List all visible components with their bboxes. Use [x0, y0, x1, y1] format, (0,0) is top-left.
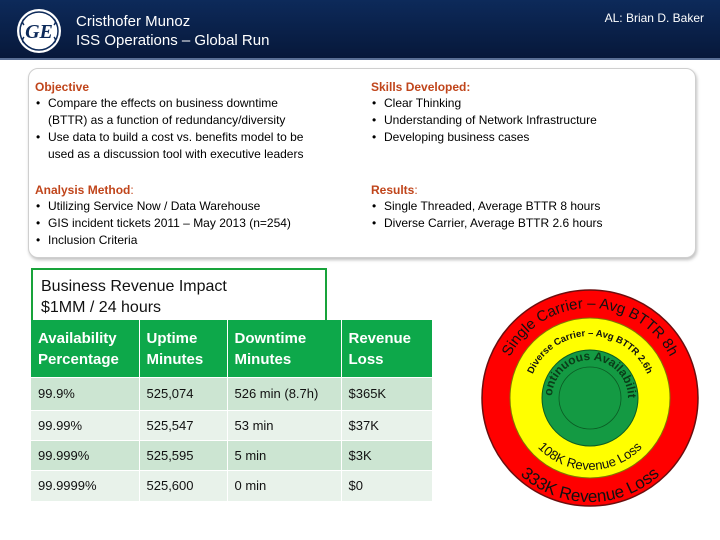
- summary-panel: Objective Compare the effects on busines…: [28, 68, 696, 258]
- table-row: 99.9999% 525,600 0 min $0: [31, 470, 432, 501]
- table-row: 99.999% 525,595 5 min $3K: [31, 440, 432, 470]
- logo-text: GE: [25, 21, 53, 43]
- revenue-impact-title: Business Revenue Impact: [41, 278, 227, 295]
- presenter-name: Cristhofer Munoz: [76, 13, 191, 30]
- cell-downtime: 53 min: [227, 410, 342, 440]
- column-header-uptime: Uptime Minutes: [139, 320, 228, 377]
- analysis-section: Analysis Method: Utilizing Service Now /…: [35, 182, 291, 249]
- cell-revenue: $37K: [341, 410, 432, 440]
- skills-item: Clear Thinking: [371, 95, 597, 112]
- advisor-label: AL: Brian D. Baker: [604, 11, 704, 25]
- revenue-impact-box: Business Revenue Impact $1MM / 24 hours: [31, 268, 327, 324]
- cell-availability: 99.9%: [31, 377, 140, 410]
- analysis-item: Utilizing Service Now / Data Warehouse: [35, 198, 291, 215]
- header-bar: GE Cristhofer Munoz ISS Operations – Glo…: [0, 0, 720, 60]
- objective-item: Use data to build a cost vs. benefits mo…: [35, 129, 303, 163]
- objective-item: Compare the effects on business downtime…: [35, 95, 303, 129]
- cell-uptime: 525,547: [139, 410, 228, 440]
- skills-section: Skills Developed: Clear Thinking Underst…: [371, 79, 597, 146]
- cell-uptime: 525,595: [139, 440, 228, 470]
- results-section: Results: Single Threaded, Average BTTR 8…: [371, 182, 603, 232]
- column-header-downtime: Downtime Minutes: [227, 320, 342, 377]
- column-header-availability: Availability Percentage: [31, 320, 140, 377]
- revenue-impact-rate: $1MM / 24 hours: [41, 299, 162, 316]
- column-header-revenue: Revenue Loss: [341, 320, 432, 377]
- header-title: Cristhofer Munoz ISS Operations – Global…: [76, 12, 269, 50]
- analysis-heading: Analysis Method:: [35, 183, 134, 197]
- analysis-item: GIS incident tickets 2011 – May 2013 (n=…: [35, 215, 291, 232]
- skills-heading: Skills Developed:: [371, 80, 471, 94]
- table-row: 99.99% 525,547 53 min $37K: [31, 410, 432, 440]
- cell-revenue: $3K: [341, 440, 432, 470]
- analysis-item: Inclusion Criteria: [35, 232, 291, 249]
- skills-item: Understanding of Network Infrastructure: [371, 112, 597, 129]
- table-row: 99.9% 525,074 526 min (8.7h) $365K: [31, 377, 432, 410]
- results-item: Diverse Carrier, Average BTTR 2.6 hours: [371, 215, 603, 232]
- objective-heading: Objective: [35, 80, 90, 94]
- availability-target-diagram: Single Carrier – Avg BTTR 8h 333K Revenu…: [476, 288, 699, 507]
- results-heading: Results:: [371, 183, 418, 197]
- cell-revenue: $0: [341, 470, 432, 501]
- cell-revenue: $365K: [341, 377, 432, 410]
- cell-availability: 99.9999%: [31, 470, 140, 501]
- presenter-subtitle: ISS Operations – Global Run: [76, 32, 270, 49]
- results-item: Single Threaded, Average BTTR 8 hours: [371, 198, 603, 215]
- cell-downtime: 5 min: [227, 440, 342, 470]
- ge-logo-icon: GE: [17, 9, 61, 53]
- cell-availability: 99.999%: [31, 440, 140, 470]
- cell-uptime: 525,600: [139, 470, 228, 501]
- table-header-row: Availability Percentage Uptime Minutes Dow…: [31, 320, 432, 377]
- skills-item: Developing business cases: [371, 129, 597, 146]
- inner-circle: [541, 349, 639, 447]
- cell-downtime: 0 min: [227, 470, 342, 501]
- cell-downtime: 526 min (8.7h): [227, 377, 342, 410]
- cell-uptime: 525,074: [139, 377, 228, 410]
- availability-table: Availability Percentage Uptime Minutes Dow…: [31, 320, 432, 501]
- cell-availability: 99.99%: [31, 410, 140, 440]
- objective-section: Objective Compare the effects on busines…: [35, 79, 303, 163]
